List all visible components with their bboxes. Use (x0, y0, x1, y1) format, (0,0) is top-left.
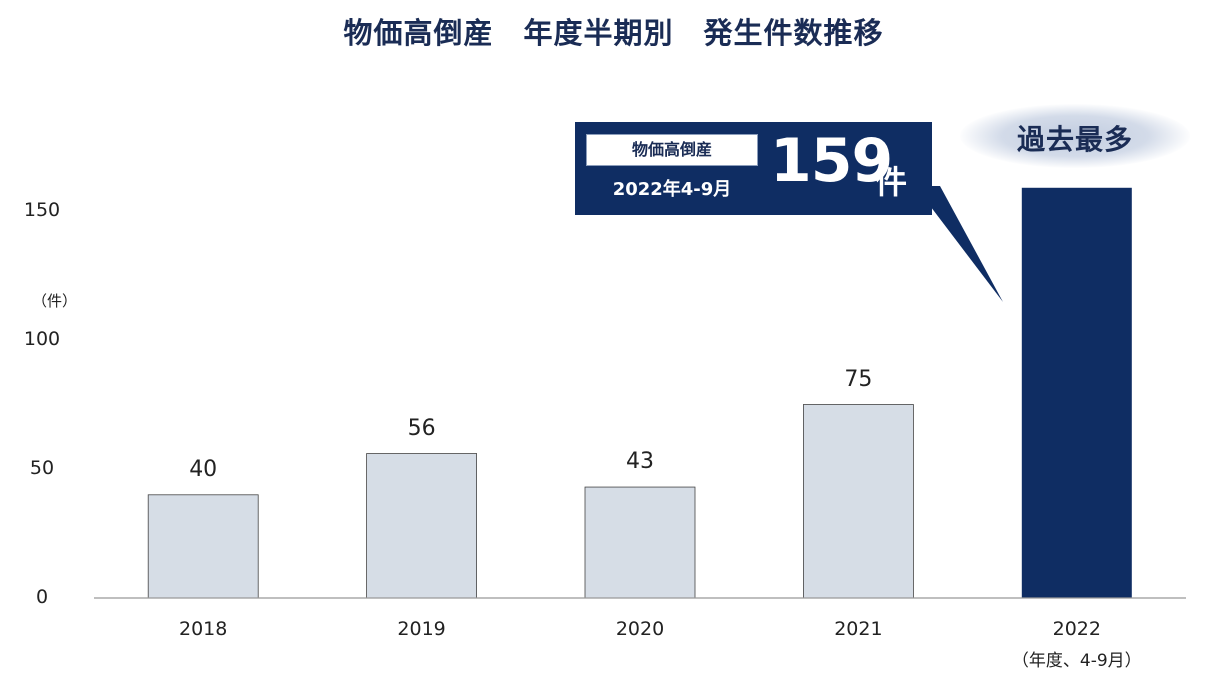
bar-group (147, 187, 1132, 599)
y-tick-label: 150 (23, 199, 61, 221)
y-tick-label: 50 (29, 457, 55, 479)
callout-tag: 物価高倒産 (586, 134, 758, 166)
data-label: 75 (844, 366, 873, 392)
x-tick-label: 2020 (615, 618, 665, 640)
chart-title: 物価高倒産 年度半期別 発生件数推移 (343, 16, 884, 50)
data-label: 43 (626, 449, 654, 475)
highlight-callout: 物価高倒産 2022年4-9月 159 件 (575, 122, 932, 215)
bar-2019 (366, 453, 478, 599)
record-badge-text: 過去最多 (1016, 123, 1133, 156)
callout-value: 159 (770, 126, 893, 196)
callout-period: 2022年4-9月 (612, 179, 732, 200)
bar-2021 (803, 404, 914, 599)
record-badge: 過去最多 (960, 104, 1190, 168)
y-tick-label: 0 (35, 586, 49, 608)
data-label: 56 (407, 415, 436, 441)
bar-2020 (584, 486, 696, 599)
x-tick-sublabel: （年度、4-9月） (1011, 651, 1142, 671)
bar-2022 (1021, 187, 1132, 598)
bar-2018 (147, 494, 259, 599)
x-tick-label: 2021 (834, 618, 883, 640)
x-tick-label: 2022 (1052, 618, 1101, 640)
data-label: 40 (189, 456, 218, 482)
y-tick-label: 100 (23, 328, 61, 350)
x-tick-label: 2018 (179, 618, 228, 640)
callout-pointer (915, 186, 1003, 302)
y-axis-unit: （件） (32, 292, 78, 310)
x-tick-label: 2019 (397, 618, 446, 640)
callout-unit: 件 (875, 163, 908, 201)
